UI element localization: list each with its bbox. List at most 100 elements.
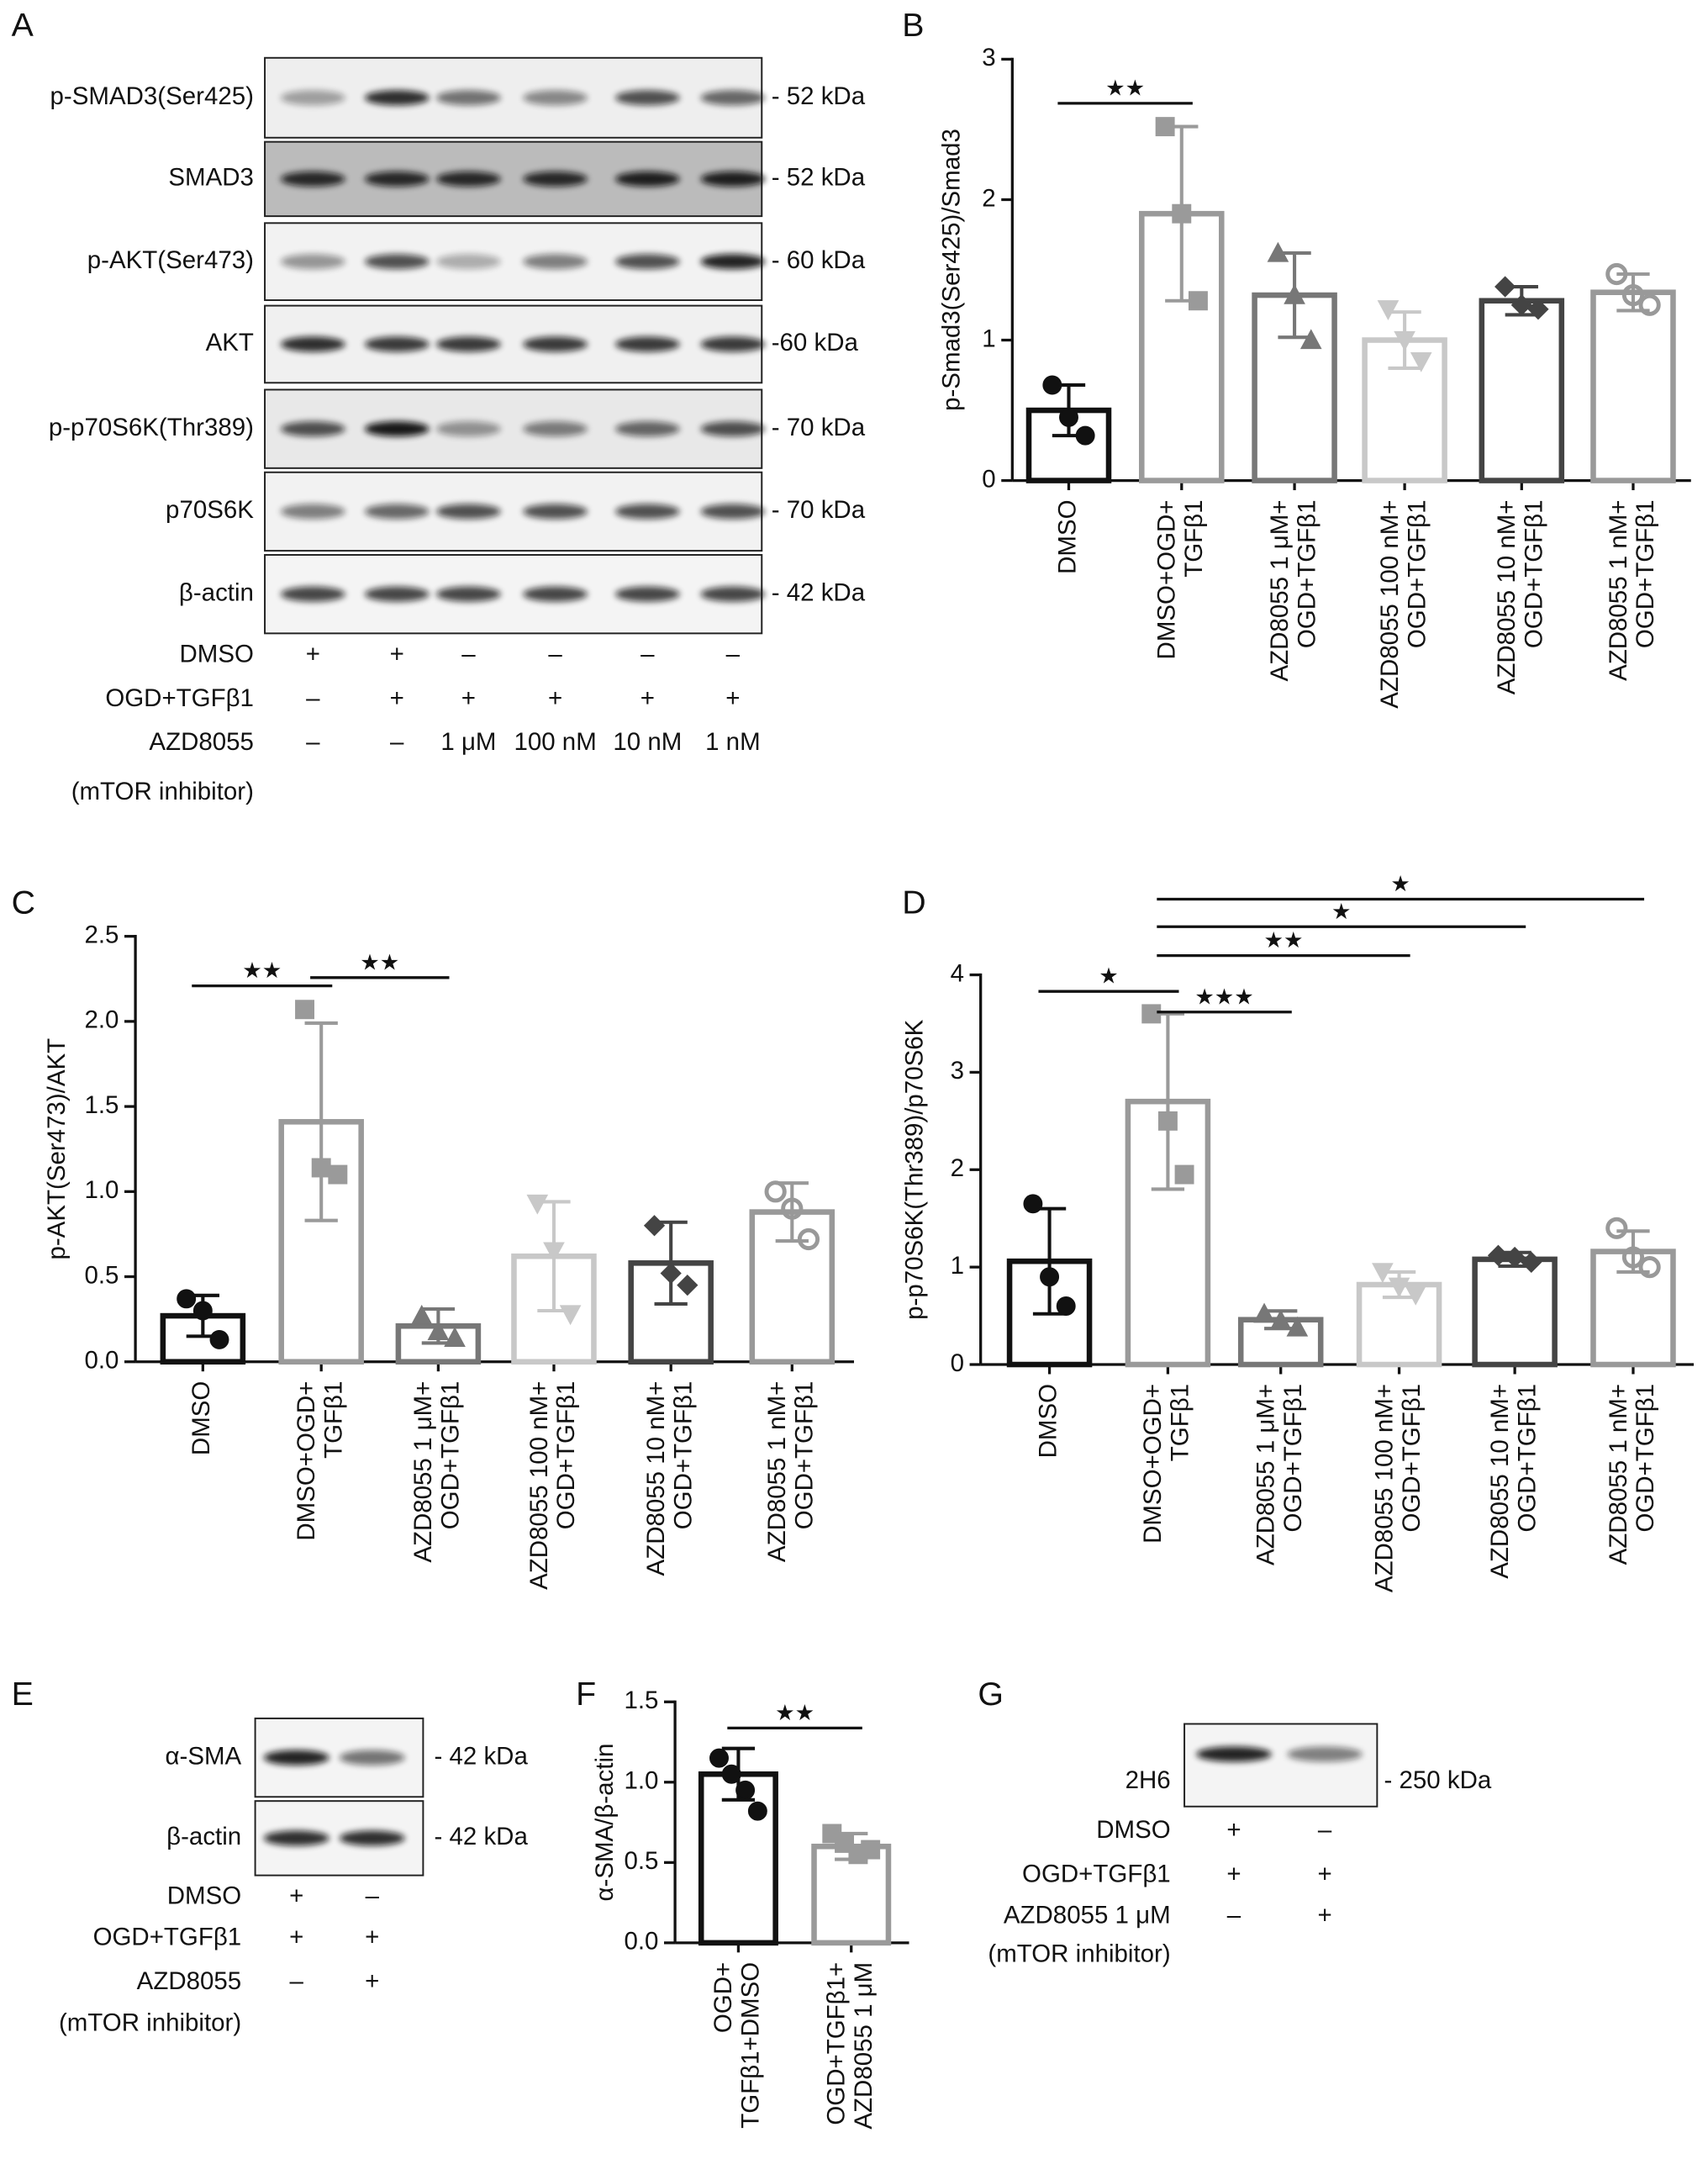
significance-label: ★: [1099, 963, 1118, 989]
data-point: [1605, 1217, 1628, 1239]
blot-band: [435, 586, 501, 602]
condition-label: OGD+TGFβ1: [105, 684, 254, 712]
data-point: [1075, 425, 1095, 446]
condition-mark: +: [1226, 1860, 1241, 1887]
x-tick-label: AZD8055 100 nM+OGD+TGFβ1: [1376, 500, 1431, 709]
significance-label: ★★: [775, 1700, 814, 1725]
condition-mark: –: [461, 640, 476, 668]
data-point: [543, 1242, 565, 1263]
condition-mark: +: [1318, 1902, 1332, 1929]
condition-mark: 1 nM: [705, 728, 761, 756]
blot-band: [364, 586, 430, 602]
blot-band: [435, 421, 501, 437]
blot-band: [700, 171, 766, 187]
data-point: [1638, 293, 1661, 316]
blot-kda-label: - 60 kDa: [772, 246, 866, 274]
blot-row-label: 2H6: [1125, 1766, 1171, 1794]
blot-band: [263, 1750, 329, 1766]
data-point: [1621, 1246, 1645, 1269]
blot-band: [700, 336, 766, 352]
data-point: [1269, 1309, 1292, 1330]
condition-label: OGD+TGFβ1: [93, 1924, 242, 1951]
data-point: [526, 1194, 549, 1215]
blot-band: [339, 1830, 405, 1846]
y-axis-title: α-SMA/β-actin: [591, 1744, 619, 1902]
data-point: [1299, 329, 1322, 350]
data-point: [1504, 1246, 1526, 1269]
y-axis-title: p-AKT(Ser473)/AKT: [43, 1038, 71, 1260]
y-tick-label: 1.5: [84, 1091, 119, 1119]
significance-label: ★★: [1105, 75, 1145, 100]
blot-band: [614, 586, 680, 602]
data-point: [177, 1289, 197, 1309]
data-point: [1377, 300, 1400, 320]
blot-row-label: AKT: [206, 329, 254, 356]
x-tick-label: AZD8055 1 nM+OGD+TGFβ1: [1605, 500, 1659, 681]
bar: [1472, 1256, 1558, 1368]
data-point: [1253, 1302, 1275, 1323]
condition-mark: +: [461, 684, 476, 712]
bar: [1479, 298, 1565, 483]
condition-mark: +: [306, 640, 320, 668]
data-point: [1527, 298, 1549, 320]
x-tick-label: AZD8055 100 nM+OGD+TGFβ1: [525, 1381, 580, 1590]
condition-label: AZD8055: [137, 1967, 242, 1995]
panel-letter: B: [902, 7, 924, 44]
condition-label: AZD8055 1 μM: [1004, 1902, 1171, 1929]
x-tick-label: OGD+TGFβ1+AZD8055 1 μM: [822, 1962, 877, 2130]
condition-mark: +: [390, 684, 404, 712]
condition-mark: +: [725, 684, 740, 712]
condition-label: DMSO: [1096, 1816, 1170, 1844]
blot-band: [614, 336, 680, 352]
panel-letter: C: [12, 884, 35, 921]
y-tick-label: 0: [982, 465, 995, 493]
data-point: [781, 1197, 804, 1220]
data-point: [1487, 1244, 1510, 1266]
blot-kda-label: - 250 kDa: [1384, 1766, 1492, 1794]
condition-mark: +: [548, 684, 562, 712]
error-bar: [304, 1021, 338, 1222]
data-point: [1155, 117, 1175, 137]
blot-kda-label: - 70 kDa: [772, 414, 866, 441]
blot-band: [1287, 1746, 1363, 1762]
blot-band: [280, 504, 345, 520]
blot-kda-label: - 42 kDa: [434, 1823, 528, 1850]
data-point: [1621, 283, 1645, 307]
y-tick-label: 1.0: [84, 1176, 119, 1204]
blot-row-label: SMAD3: [168, 164, 254, 192]
condition-note: (mTOR inhibitor): [59, 2009, 241, 2036]
blot-band: [435, 171, 501, 187]
condition-mark: +: [390, 640, 404, 668]
blot-band: [280, 586, 345, 602]
y-tick-label: 0.0: [84, 1347, 119, 1375]
y-tick-label: 0.5: [624, 1847, 658, 1875]
condition-mark: +: [289, 1924, 303, 1951]
blot-band: [700, 586, 766, 602]
condition-mark: –: [366, 1882, 380, 1910]
data-point: [209, 1329, 229, 1349]
panel-letter: E: [12, 1676, 34, 1713]
blot-band: [614, 90, 680, 106]
data-point: [295, 1000, 315, 1020]
significance-label: ★: [1390, 871, 1410, 896]
blot-band: [700, 421, 766, 437]
y-tick-label: 1: [982, 325, 995, 352]
data-point: [721, 1764, 741, 1784]
y-tick-label: 2.0: [84, 1006, 119, 1034]
panel-letter: F: [576, 1676, 596, 1713]
data-point: [1042, 375, 1062, 395]
condition-note: (mTOR inhibitor): [988, 1940, 1170, 1967]
condition-mark: –: [548, 640, 562, 668]
blot-band: [280, 171, 345, 187]
y-tick-label: 3: [982, 44, 995, 71]
data-point: [797, 1227, 820, 1251]
data-point: [1284, 283, 1305, 304]
blot-band: [263, 1830, 329, 1846]
y-axis-title: p-Smad3(Ser425)/Smad3: [938, 129, 966, 411]
data-point: [1059, 407, 1078, 427]
blot-band: [435, 504, 501, 520]
x-tick-label: AZD8055 1 μM+OGD+TGFβ1: [1266, 500, 1321, 682]
blot-band: [700, 90, 766, 106]
blot-band: [614, 254, 680, 270]
